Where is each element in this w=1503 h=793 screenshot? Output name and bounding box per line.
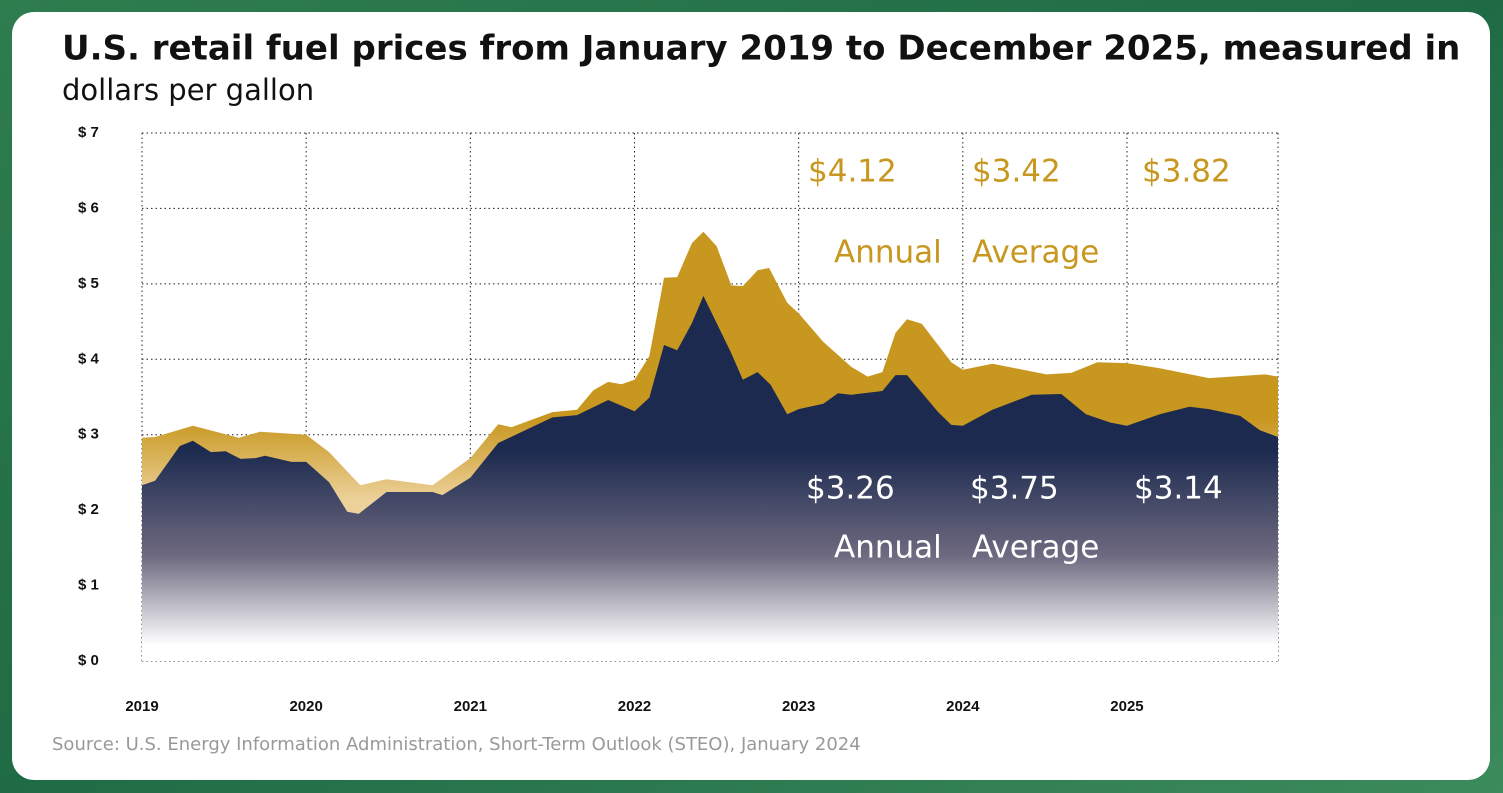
y-tick-label: $ 0 [78, 652, 99, 669]
x-tick-label: 2020 [289, 698, 322, 715]
y-tick-label: $ 4 [78, 350, 100, 367]
annotation-label: Average [972, 235, 1099, 271]
y-tick-label: $ 6 [78, 199, 99, 216]
y-tick-label: $ 7 [78, 124, 99, 141]
y-tick-label: $ 5 [78, 275, 99, 292]
annotation-label: Average [972, 530, 1099, 566]
areas [142, 231, 1278, 662]
y-tick-label: $ 1 [78, 577, 99, 594]
y-tick-label: $ 3 [78, 426, 99, 443]
annotation-value: $3.14 [1134, 471, 1223, 507]
x-tick-label: 2025 [1110, 698, 1143, 715]
source: Source: U.S. Energy Information Administ… [52, 734, 861, 755]
annotation-label: Annual [834, 235, 942, 271]
area [142, 295, 1278, 661]
annotation-value: $3.26 [806, 471, 895, 507]
x-tick-label: 2019 [125, 698, 158, 715]
plot: $ 0 $ 1 $ 2 $ 3 $ 4 $ 5 $ 6 $ 7 2019 2020 2021 2022… [78, 124, 1279, 715]
annotation-value: $3.42 [972, 154, 1061, 190]
x-tick-label: 2023 [782, 698, 815, 715]
y-tick-label: $ 2 [78, 501, 99, 518]
annotation-label: Annual [834, 530, 942, 566]
x-tick-label: 2022 [618, 698, 651, 715]
chart-subtitle: dollars per gallon [62, 73, 314, 107]
annotation-value: $3.82 [1142, 154, 1231, 190]
chart-title: U.S. retail fuel prices from January 201… [62, 29, 1460, 69]
x-tick-label: 2021 [454, 698, 487, 715]
annotation-value: $3.75 [970, 471, 1059, 507]
annotation-value: $4.12 [808, 154, 897, 190]
x-tick-label: 2024 [946, 698, 980, 715]
